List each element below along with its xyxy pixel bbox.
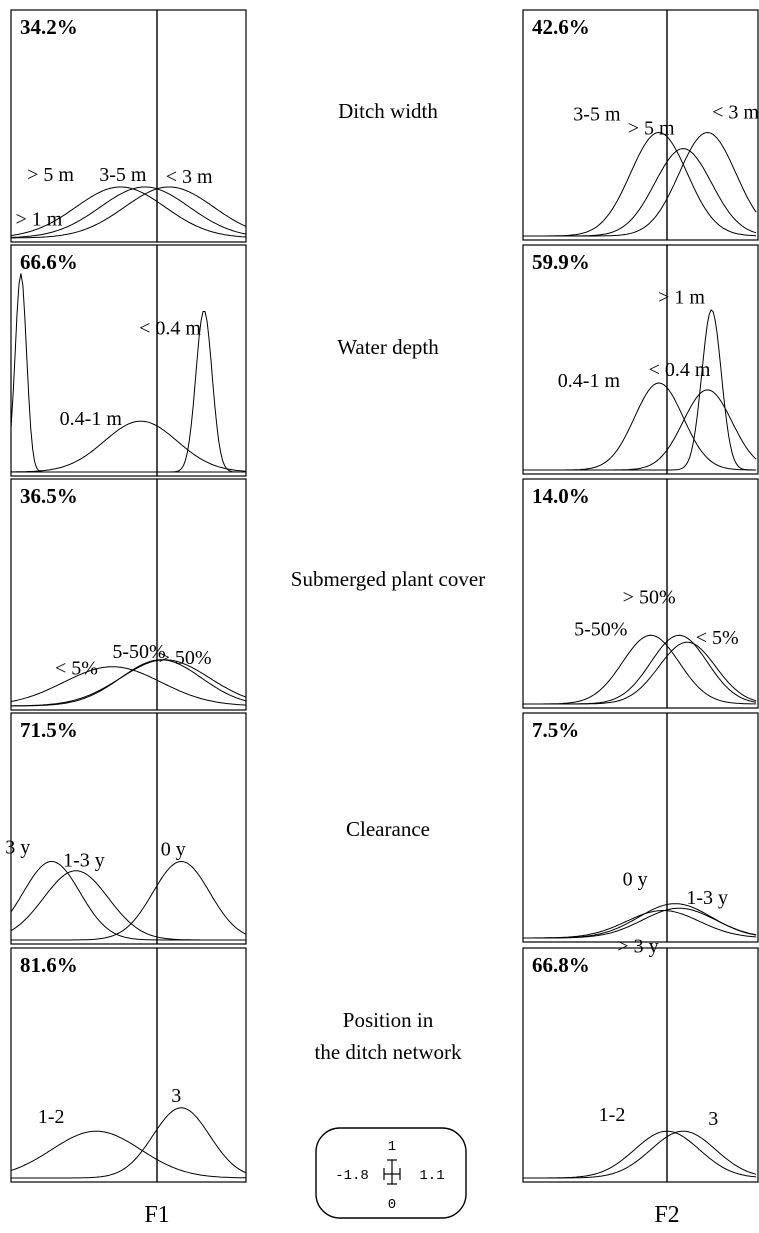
panel-frame — [10, 712, 247, 945]
explained-percent: 66.8% — [532, 953, 590, 977]
density-curve — [523, 382, 757, 471]
panel-f1-row-2: 66.6% > 1 m 0.4-1 m < 0.4 m — [10, 208, 247, 477]
series-label: 1-2 — [38, 1106, 65, 1128]
density-curve — [523, 907, 757, 939]
panel-f2-row-2: 59.9% 0.4-1 m < 0.4 m > 1 m — [522, 244, 759, 475]
series-label: < 5% — [55, 658, 98, 680]
series-label: > 3 y — [617, 936, 658, 958]
density-curve — [523, 309, 757, 471]
panel-f2-row-5: 66.8% 1-2 3 — [522, 947, 759, 1183]
explained-percent: 66.6% — [20, 250, 78, 274]
explained-percent: 34.2% — [20, 15, 78, 39]
series-label: 3-5 m — [99, 164, 147, 186]
scale-left: -1.8 — [335, 1168, 369, 1184]
density-curve — [523, 641, 757, 705]
axis-label-f1: F1 — [144, 1202, 169, 1228]
density-curve — [11, 310, 246, 473]
panel-f2-row-1: 42.6% 3-5 m > 5 m < 3 m — [522, 9, 759, 241]
series-label: 1-2 — [599, 1104, 626, 1126]
series-label: > 1 m — [658, 287, 705, 309]
scale-legend: 1 -1.8 1.1 0 — [315, 1127, 467, 1219]
scale-right: 1.1 — [419, 1168, 444, 1184]
panel-frame — [10, 9, 247, 243]
density-curve — [11, 186, 247, 238]
series-label: < 3 m — [166, 166, 213, 188]
density-curve — [523, 131, 757, 237]
series-label: < 5% — [696, 627, 739, 649]
explained-percent: 7.5% — [532, 718, 579, 742]
explained-percent: 14.0% — [532, 484, 590, 508]
series-label: > 50% — [159, 647, 212, 669]
explained-percent: 59.9% — [532, 250, 590, 274]
variable-caption: Water depth — [337, 335, 439, 359]
explained-percent: 71.5% — [20, 718, 78, 742]
series-label: < 0.4 m — [139, 317, 201, 339]
series-label: 3 — [171, 1085, 181, 1107]
series-label: 5-50% — [574, 618, 627, 640]
density-curve — [10, 861, 246, 941]
density-curve — [10, 1130, 246, 1179]
variable-caption: the ditch network — [315, 1040, 462, 1064]
series-label: 0.4-1 m — [60, 408, 123, 430]
series-label: 1-3 y — [686, 887, 728, 909]
panel-f2-row-4: 7.5% 0 y 1-3 y > 3 y — [522, 712, 759, 958]
series-label: 3-5 m — [573, 104, 621, 126]
series-label: 0 y — [623, 869, 648, 891]
series-label: 1-3 y — [63, 850, 105, 872]
scale-bottom: 0 — [388, 1197, 396, 1213]
series-label: 3 — [708, 1108, 718, 1130]
density-curve — [11, 186, 247, 238]
density-curve — [11, 186, 247, 239]
density-curve — [11, 860, 247, 941]
scale-legend-frame — [315, 1127, 467, 1219]
series-label: > 5 m — [27, 164, 74, 186]
panel-f1-row-1: 34.2% > 5 m 3-5 m < 3 m — [10, 9, 247, 243]
panel-frame — [522, 244, 759, 475]
series-label: > 50% — [623, 586, 676, 608]
variable-caption: Position in — [343, 1008, 434, 1032]
density-curve — [10, 273, 246, 473]
panel-frame — [10, 478, 247, 711]
series-label: > 3 y — [0, 836, 30, 858]
explained-percent: 42.6% — [532, 15, 590, 39]
axis-label-f2: F2 — [654, 1202, 679, 1228]
density-curve — [11, 659, 247, 707]
panel-frame — [522, 947, 759, 1183]
panel-f2-row-3: 14.0% 5-50% > 50% < 5% — [522, 478, 759, 709]
series-label: 5-50% — [112, 641, 165, 663]
variable-caption: Ditch width — [338, 99, 438, 123]
series-label: > 5 m — [628, 118, 675, 140]
panel-f1-row-4: 71.5% > 3 y 1-3 y 0 y — [0, 712, 247, 945]
density-curve — [523, 389, 757, 471]
series-label: 0.4-1 m — [558, 370, 621, 392]
density-curve — [11, 666, 247, 706]
panel-frame — [10, 244, 247, 477]
density-curve — [10, 870, 246, 941]
variable-caption: Clearance — [346, 817, 430, 841]
density-curve — [523, 148, 757, 237]
panel-f1-row-5: 81.6% 1-2 3 — [10, 947, 247, 1183]
density-curve — [11, 420, 247, 473]
variable-caption: Submerged plant cover — [291, 567, 485, 591]
density-curve — [523, 131, 757, 237]
explained-percent: 81.6% — [20, 953, 78, 977]
series-label: 0 y — [161, 838, 186, 860]
density-curve — [523, 1130, 757, 1179]
explained-percent: 36.5% — [20, 484, 78, 508]
panel-frame — [522, 712, 759, 943]
series-label: > 1 m — [15, 208, 62, 230]
panel-f1-row-3: 36.5% < 5% 5-50%> 50% — [10, 478, 247, 711]
scale-top: 1 — [388, 1139, 396, 1155]
panel-frame — [10, 947, 247, 1183]
panel-frame — [522, 9, 759, 241]
series-label: < 3 m — [712, 102, 759, 124]
density-curve — [11, 1107, 247, 1179]
series-label: < 0.4 m — [649, 359, 711, 381]
panel-frame — [522, 478, 759, 709]
density-curve — [523, 910, 757, 939]
